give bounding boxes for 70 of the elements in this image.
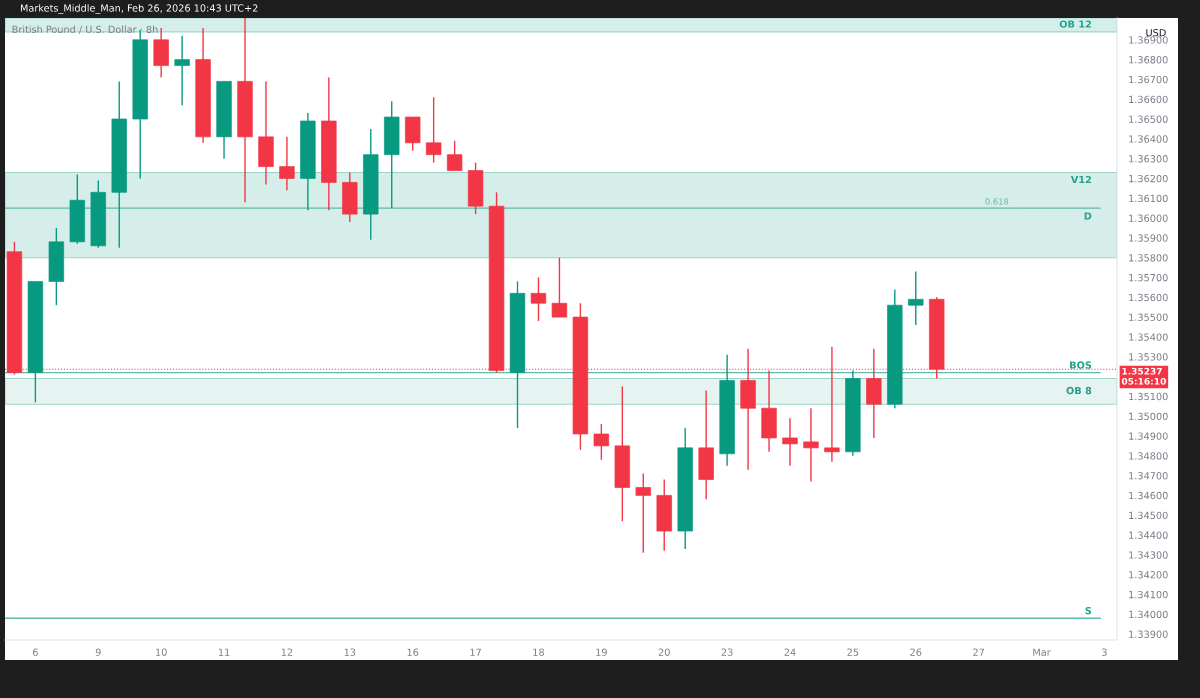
x-tick-label: 26 bbox=[910, 648, 922, 656]
x-tick-label: 11 bbox=[218, 648, 230, 656]
ref-line-label: BOS bbox=[1070, 361, 1092, 369]
x-tick-label: 27 bbox=[973, 648, 985, 656]
y-tick-label: 1.35500 bbox=[1129, 313, 1168, 321]
y-tick-label: 1.35800 bbox=[1129, 254, 1168, 262]
ref-line-label: D bbox=[1084, 212, 1092, 220]
y-tick-label: 1.36100 bbox=[1129, 194, 1168, 203]
candlestick bbox=[279, 136, 295, 192]
y-tick-label: 1.36600 bbox=[1129, 95, 1168, 104]
y-axis-title: USD bbox=[1146, 29, 1166, 37]
candlestick bbox=[446, 140, 463, 172]
y-tick-label: 1.36500 bbox=[1129, 115, 1168, 123]
y-tick-label: 1.33900 bbox=[1129, 630, 1168, 638]
y-tick-label: 1.35900 bbox=[1129, 234, 1168, 242]
candlestick bbox=[425, 96, 442, 164]
band-label: V12 bbox=[1070, 175, 1091, 184]
y-tick-label: 1.36800 bbox=[1129, 56, 1168, 64]
annotation: 0.618 bbox=[985, 198, 1009, 205]
x-tick-label: 3 bbox=[1102, 648, 1107, 656]
y-tick-label: 1.34700 bbox=[1129, 472, 1168, 480]
y-tick-label: 1.35100 bbox=[1129, 392, 1168, 401]
x-tick-label: 20 bbox=[658, 648, 670, 656]
y-tick-label: 1.34800 bbox=[1129, 452, 1168, 460]
y-tick-label: 1.34000 bbox=[1129, 610, 1168, 619]
band-label: OB 12 bbox=[1059, 20, 1091, 28]
y-tick-label: 1.34100 bbox=[1129, 590, 1168, 599]
y-tick-label: 1.36400 bbox=[1129, 135, 1168, 143]
ref-line-label: 1.35237 05:16:10 bbox=[1121, 367, 1166, 385]
x-tick-label: 18 bbox=[533, 648, 544, 656]
ref-line-label: S bbox=[1085, 606, 1092, 615]
y-tick-label: 1.36200 bbox=[1129, 174, 1168, 183]
x-tick-label: 13 bbox=[344, 648, 356, 656]
y-tick-label: 1.34600 bbox=[1129, 491, 1168, 500]
candlestick bbox=[803, 407, 819, 483]
candlestick bbox=[530, 276, 547, 322]
x-tick-label: 23 bbox=[721, 648, 733, 656]
y-tick-label: 1.35700 bbox=[1129, 273, 1168, 282]
y-tick-label: 1.35400 bbox=[1129, 333, 1168, 341]
candlestick bbox=[593, 423, 610, 461]
x-tick-label: 10 bbox=[156, 648, 167, 656]
y-tick-label: 1.35300 bbox=[1129, 353, 1168, 361]
text: British Pound / U.S. Dollar · 8h bbox=[12, 25, 158, 34]
y-tick-label: 1.36700 bbox=[1129, 75, 1168, 84]
y-tick-label: 1.34200 bbox=[1129, 571, 1168, 579]
x-tick-label: 24 bbox=[784, 648, 796, 656]
band-label: OB 8 bbox=[1066, 386, 1092, 395]
candlestick bbox=[551, 256, 568, 318]
x-tick-label: Mar bbox=[1033, 648, 1051, 656]
y-tick-label: 1.34300 bbox=[1129, 551, 1168, 559]
y-tick-label: 1.35600 bbox=[1129, 293, 1168, 302]
y-tick-label: 1.36900 bbox=[1129, 36, 1168, 44]
y-tick-label: 1.34500 bbox=[1129, 511, 1168, 520]
y-tick-label: 1.34400 bbox=[1129, 531, 1168, 539]
candlestick bbox=[174, 35, 190, 106]
x-tick-label: 12 bbox=[281, 648, 293, 656]
y-tick-label: 1.34900 bbox=[1129, 432, 1168, 440]
x-tick-label: 25 bbox=[847, 648, 859, 656]
x-tick-label: 19 bbox=[596, 648, 607, 656]
candlestick bbox=[908, 270, 924, 326]
x-tick-label: 9 bbox=[95, 648, 101, 656]
y-tick-label: 1.36300 bbox=[1129, 155, 1168, 163]
x-tick-label: 6 bbox=[32, 648, 38, 656]
y-tick-label: 1.35000 bbox=[1129, 412, 1168, 420]
x-tick-label: 17 bbox=[470, 648, 481, 656]
chart-subtitle: Markets_Middle_Man, Feb 26, 2026 10:43 UTC+2 bbox=[20, 4, 258, 14]
candlestick bbox=[782, 417, 798, 467]
candlestick bbox=[635, 472, 651, 554]
y-tick-label: 1.36000 bbox=[1129, 214, 1168, 222]
x-tick-label: 16 bbox=[407, 648, 419, 656]
